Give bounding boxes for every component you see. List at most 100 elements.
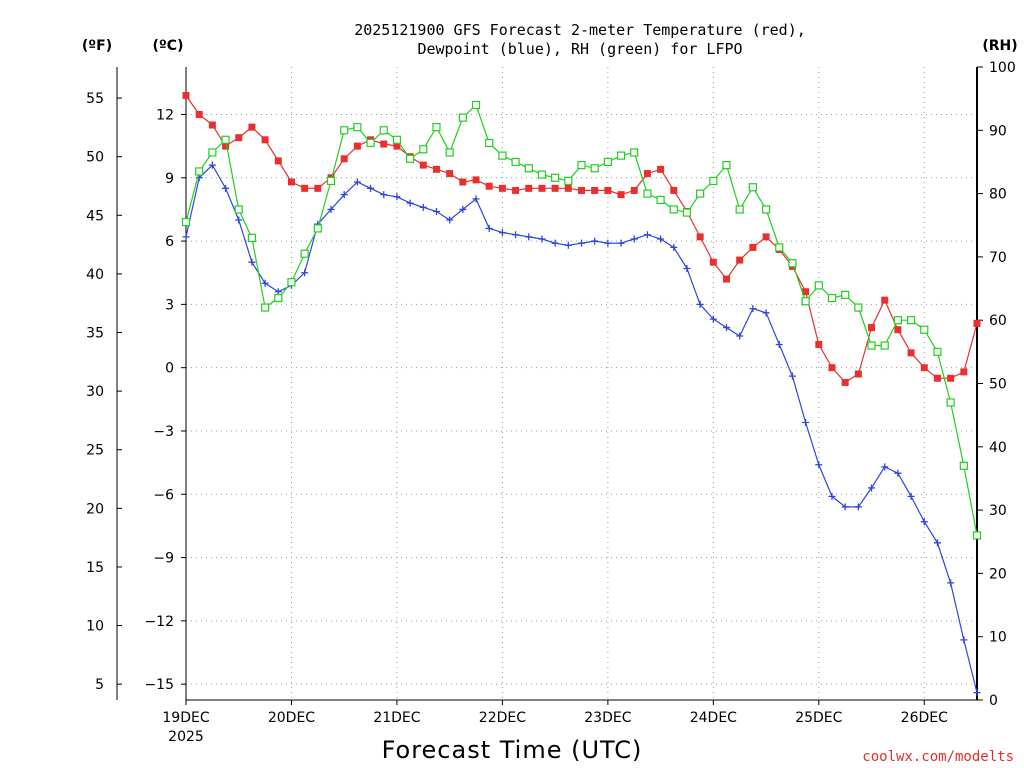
dewpoint-point (182, 233, 190, 241)
x-axis-label: Forecast Time (UTC) (382, 736, 643, 764)
dewpoint-point (762, 309, 770, 317)
rh-point (709, 176, 718, 186)
rh-point (181, 217, 191, 227)
dewpoint-point (933, 539, 941, 547)
temperature-point (643, 170, 651, 178)
dewpoint-point (419, 203, 427, 211)
temperature-point (920, 364, 928, 372)
rh-point (287, 278, 296, 287)
rh-point (406, 154, 415, 163)
temperature-point (538, 184, 546, 192)
chart-title-line-1: 2025121900 GFS Forecast 2-meter Temperat… (354, 21, 806, 39)
rh-point (551, 173, 560, 182)
dewpoint-point (591, 237, 599, 245)
rh-unit-label: (RH) (982, 38, 1017, 54)
temperature-point (749, 243, 757, 251)
rh-tick-label: 20 (989, 566, 1007, 582)
rh-point (616, 151, 626, 160)
temperature-point (248, 123, 256, 131)
rh-point (841, 290, 850, 299)
temperature-point (828, 364, 836, 372)
date-tick-label: 23DEC (584, 710, 631, 726)
temperature-point (551, 184, 559, 192)
temperature-point (578, 186, 585, 194)
celsius-tick-label: 9 (165, 171, 174, 187)
rh-point (722, 161, 731, 170)
dewpoint-point (973, 689, 981, 697)
temperature-point (261, 136, 269, 144)
rh-point (537, 170, 547, 179)
series-2 (181, 100, 982, 540)
dewpoint-point (564, 241, 572, 249)
temperature-point (459, 178, 467, 186)
rh-tick-label: 90 (989, 123, 1007, 139)
rh-point (603, 157, 612, 167)
rh-point (854, 303, 863, 312)
date-tick-label: 25DEC (795, 710, 842, 726)
date-tick-label: 22DEC (479, 710, 526, 726)
temperature-point (380, 140, 388, 148)
temperature-point (419, 161, 427, 169)
dewpoint-point (222, 184, 230, 192)
fahrenheit-tick-label: 40 (86, 267, 104, 283)
temperature-point (815, 340, 823, 348)
rh-point (827, 293, 837, 303)
temperature-point (498, 184, 506, 192)
rh-tick-label: 50 (989, 377, 1007, 393)
dewpoint-point (551, 239, 559, 247)
rh-point (761, 205, 771, 214)
dewpoint-point (340, 191, 348, 199)
y-axis-ticks: 129630−3−6−9−12−155550454035302520151050… (86, 60, 1016, 709)
rh-point (867, 341, 876, 350)
rh-point (471, 100, 481, 110)
rh-point (577, 161, 586, 170)
rh-tick-label: 80 (989, 187, 1007, 203)
dewpoint-point (208, 161, 216, 169)
dewpoint-point (749, 305, 757, 313)
rh-point (920, 325, 929, 334)
rh-point (656, 195, 665, 205)
rh-tick-label: 40 (989, 440, 1007, 456)
temperature-point (881, 296, 889, 304)
temperature-point (591, 186, 599, 194)
dewpoint-point (723, 324, 731, 332)
dewpoint-point (578, 239, 585, 247)
date-tick-label: 19DEC (162, 710, 209, 726)
rh-point (972, 531, 982, 540)
temperature-point (222, 142, 230, 150)
temperature-point (432, 165, 440, 173)
rh-point (300, 249, 309, 258)
rh-point (630, 148, 639, 157)
rh-tick-label: 60 (989, 313, 1007, 329)
rh-point (340, 126, 349, 135)
rh-point (432, 123, 441, 132)
series-line (185, 103, 978, 536)
temperature-point (274, 157, 282, 165)
dewpoint-point (353, 178, 361, 186)
series-0 (182, 91, 981, 386)
credit-text: coolwx.com/modelts (862, 749, 1014, 765)
fahrenheit-tick-label: 55 (86, 91, 104, 107)
fahrenheit-unit-label: (ºF) (82, 38, 112, 54)
dewpoint-point (498, 229, 506, 237)
dewpoint-point (525, 233, 533, 241)
rh-point (261, 303, 270, 312)
dewpoint-point (446, 216, 454, 224)
rh-point (696, 189, 705, 198)
temperature-point (604, 186, 612, 194)
temperature-point (446, 170, 454, 178)
rh-point (195, 167, 204, 176)
rh-point (498, 151, 507, 160)
rh-tick-label: 100 (989, 60, 1016, 76)
dewpoint-point (907, 492, 915, 500)
temperature-point (485, 182, 493, 190)
fahrenheit-tick-label: 45 (86, 208, 104, 224)
rh-tick-label: 30 (989, 503, 1007, 519)
rh-point (445, 148, 454, 157)
dewpoint-point (367, 184, 375, 192)
dewpoint-point (802, 419, 810, 427)
rh-point (669, 205, 678, 214)
date-tick-label: 20DEC (268, 710, 315, 726)
celsius-tick-label: 0 (165, 361, 174, 377)
temperature-point (723, 275, 731, 283)
